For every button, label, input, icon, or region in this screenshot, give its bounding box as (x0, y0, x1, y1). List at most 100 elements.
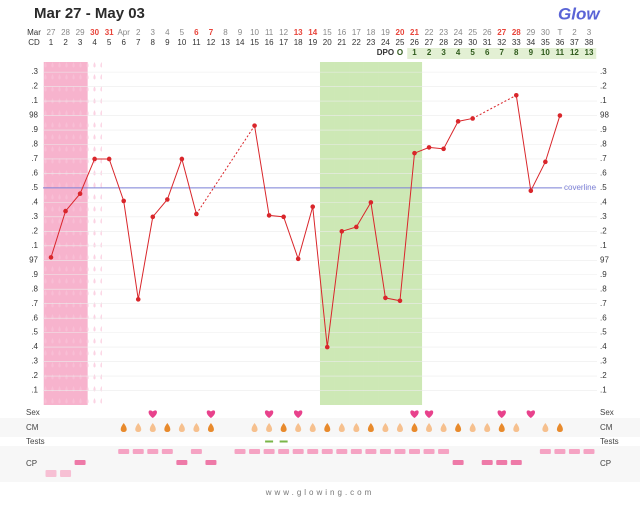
cp-mark (510, 460, 522, 465)
y-tick-label: .6 (31, 169, 38, 178)
cd-label: 28 (439, 38, 448, 47)
cm-icon (295, 423, 302, 432)
plot-layer (43, 48, 597, 405)
period-drops (72, 62, 88, 405)
temp-point (194, 211, 199, 217)
temp-point (455, 119, 461, 124)
cm-icon (396, 423, 403, 432)
temp-point (135, 297, 141, 302)
cp-mark (539, 449, 551, 454)
date-label: 4 (165, 28, 170, 37)
cd-label: 2 (63, 38, 68, 47)
cp-mark (292, 449, 304, 454)
temp-point (165, 197, 170, 202)
cd-label: 36 (555, 38, 564, 47)
date-label: 10 (250, 28, 259, 37)
dpo-value: 12 (570, 48, 579, 57)
row-label: CP (26, 459, 37, 468)
cd-label: 26 (410, 38, 419, 47)
cm-icon (411, 423, 418, 432)
y-tick-label-right: .6 (600, 313, 607, 322)
row-label: Tests (26, 437, 45, 446)
cm-icon (513, 423, 520, 432)
date-label: 15 (323, 28, 332, 37)
cp-mark (554, 449, 566, 454)
cm-icon (178, 423, 185, 432)
cp-mark (350, 449, 362, 454)
y-tick-label: .5 (31, 183, 38, 192)
fertile-day (407, 62, 423, 405)
date-label: 3 (587, 28, 592, 37)
cd-label: 27 (425, 38, 434, 47)
cd-label: 8 (151, 38, 156, 47)
temp-point (368, 200, 374, 205)
temp-point (48, 255, 54, 260)
cd-label: 3 (78, 38, 83, 47)
fertile-day (363, 62, 379, 405)
dpo-value: 7 (500, 48, 505, 57)
temp-point (441, 146, 446, 152)
y-tick-label-right: .2 (600, 371, 607, 380)
cm-icon (426, 423, 433, 432)
temp-point (295, 256, 301, 262)
dpo-value: O (397, 48, 403, 57)
date-label: 28 (512, 28, 521, 37)
cp-mark (365, 449, 377, 454)
footer: www.glowing.com (265, 488, 375, 497)
cp-mark (409, 449, 420, 454)
y-tick-label-right: .2 (600, 82, 607, 91)
dpo-value: 1 (412, 48, 417, 57)
fertile-day (392, 62, 408, 405)
cp-mark (118, 449, 130, 454)
row-label: Tests (600, 437, 619, 446)
cm-icon (469, 423, 476, 432)
chart-title: Mar 27 - May 03 (34, 5, 145, 22)
y-tick-label: .6 (31, 313, 38, 322)
sex-heart (293, 410, 303, 418)
cp-mark (132, 449, 144, 454)
cd-label: 34 (526, 38, 535, 47)
date-label: T (557, 28, 562, 37)
coverline-label: coverline (564, 183, 597, 192)
temp-point (383, 295, 388, 301)
date-label: 19 (381, 28, 390, 37)
y-tick-label: 97 (29, 255, 38, 264)
cp-mark (496, 460, 508, 465)
temp-point (266, 213, 272, 218)
date-label: 11 (265, 28, 274, 37)
y-tick-label: .2 (31, 371, 38, 380)
cd-label: 15 (250, 38, 259, 47)
cp-mark (423, 449, 435, 454)
temp-point (557, 113, 563, 118)
y-tick-label-right: .2 (600, 226, 607, 235)
cd-label: 16 (265, 38, 274, 47)
y-tick-label-right: .8 (600, 284, 607, 293)
logo[interactable]: Glow (558, 4, 601, 23)
cd-label: 10 (177, 38, 186, 47)
temp-point (150, 214, 156, 220)
sex-heart (526, 410, 536, 418)
temp-point (528, 188, 534, 194)
row-label: CM (600, 423, 613, 432)
date-label: 25 (468, 28, 477, 37)
cp-mark (60, 470, 72, 477)
row-label: CP (600, 459, 611, 468)
cp-mark (263, 449, 275, 454)
date-label: 21 (410, 28, 419, 37)
dpo-value: 10 (541, 48, 550, 57)
cm-icon (309, 423, 316, 432)
cp-mark (234, 449, 246, 454)
row-bg (0, 446, 640, 482)
cm-icon (120, 423, 127, 432)
y-tick-label-right: .8 (600, 140, 607, 149)
cd-label: 5 (107, 38, 112, 47)
cm-icon (149, 423, 156, 432)
cp-mark (394, 449, 406, 454)
cm-icon (193, 423, 200, 432)
date-label: 28 (61, 28, 70, 37)
dpo-value: 4 (456, 48, 461, 57)
date-label: 6 (194, 28, 199, 37)
row-label: Sex (600, 408, 614, 417)
y-tick-label-right: .6 (600, 169, 607, 178)
y-tick-label: .8 (31, 140, 38, 149)
